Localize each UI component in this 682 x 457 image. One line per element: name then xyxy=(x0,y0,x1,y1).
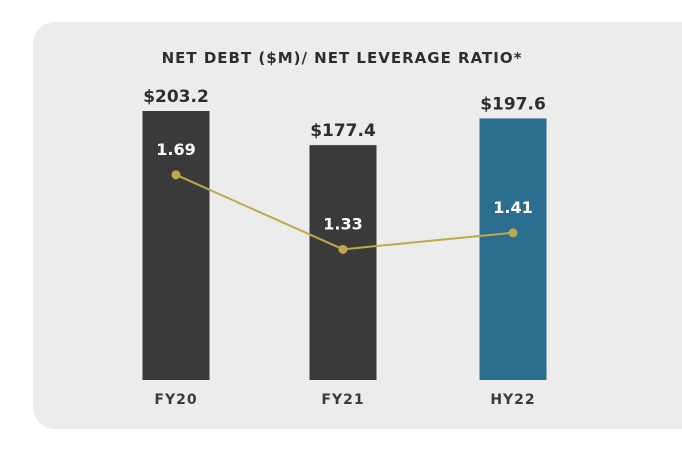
chart-title: NET DEBT ($M)/ NET LEVERAGE RATIO* xyxy=(162,49,523,67)
leverage-ratio-label-hy22: 1.41 xyxy=(493,198,532,217)
line-group xyxy=(171,170,518,254)
bar-value-label-fy20: $203.2 xyxy=(143,87,209,107)
bar-fy21 xyxy=(309,145,377,380)
bar-fy20 xyxy=(142,111,210,380)
leverage-point-fy20 xyxy=(171,170,181,180)
leverage-point-hy22 xyxy=(508,228,518,238)
bar-value-label-hy22: $197.6 xyxy=(480,94,546,114)
leverage-ratio-label-fy21: 1.33 xyxy=(323,214,362,233)
category-label-hy22: HY22 xyxy=(490,392,535,408)
bar-value-label-fy21: $177.4 xyxy=(310,121,376,141)
category-label-fy21: FY21 xyxy=(321,392,364,408)
leverage-point-fy21 xyxy=(338,244,348,254)
category-label-fy20: FY20 xyxy=(154,392,197,408)
bar-group xyxy=(142,111,547,380)
leverage-ratio-label-fy20: 1.69 xyxy=(156,140,195,159)
bar-hy22 xyxy=(479,118,547,380)
label-group: $203.2 FY20 $177.4 FY21 $197.6 HY22 1.69 1.33 1.… xyxy=(143,87,546,408)
